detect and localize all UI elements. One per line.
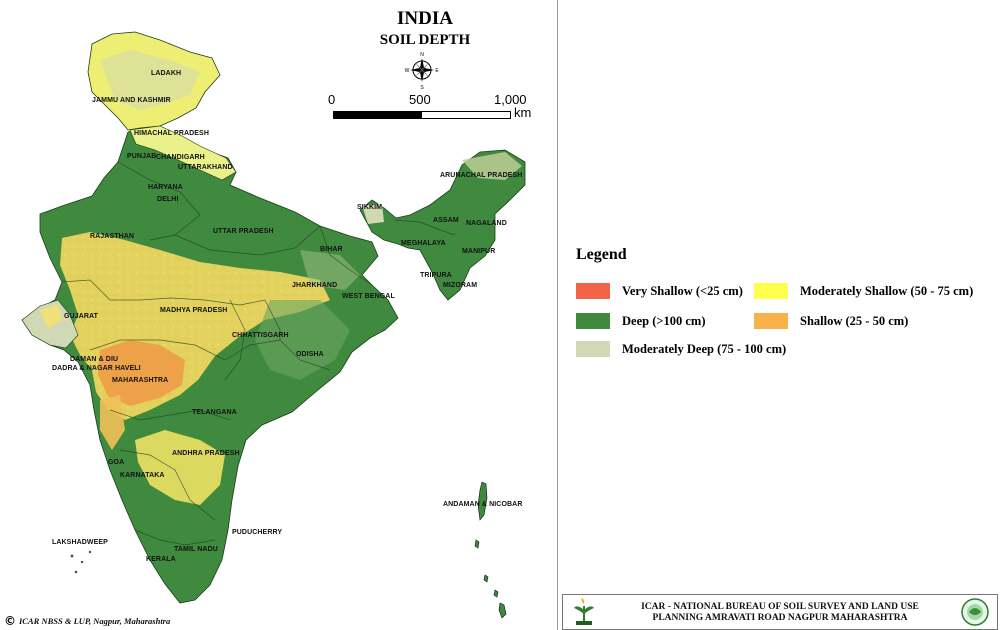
copyright-icon: © bbox=[4, 614, 16, 628]
north-arrow-icon: N S E W bbox=[405, 52, 440, 90]
legend-item: Very Shallow (<25 cm) bbox=[576, 283, 743, 299]
state-label: ODISHA bbox=[296, 351, 324, 358]
state-label: GOA bbox=[108, 459, 125, 466]
legend-item: Shallow (25 - 50 cm) bbox=[754, 313, 908, 329]
legend-swatch bbox=[754, 313, 788, 329]
state-label: MADHYA PRADESH bbox=[160, 307, 228, 314]
copyright-note: © ICAR NBSS & LUP, Nagpur, Maharashtra bbox=[4, 614, 170, 628]
state-label: TRIPURA bbox=[420, 272, 452, 279]
state-label: TELANGANA bbox=[192, 409, 237, 416]
legend-label: Moderately Deep (75 - 100 cm) bbox=[622, 341, 787, 356]
legend-label: Deep (>100 cm) bbox=[622, 313, 706, 328]
compass-w: W bbox=[405, 68, 410, 74]
footer-line-1: ICAR - NATIONAL BUREAU OF SOIL SURVEY AN… bbox=[641, 602, 919, 612]
map-panel: INDIA SOIL DEPTH N S E W 0 500 1,000 km … bbox=[4, 8, 532, 628]
scale-bar bbox=[333, 111, 511, 119]
legend-label: Very Shallow (<25 cm) bbox=[622, 283, 743, 298]
state-label: DELHI bbox=[157, 196, 179, 203]
state-label: DAMAN & DIU bbox=[70, 356, 119, 363]
state-label: DADRA & NAGAR HAVELI bbox=[52, 365, 141, 372]
state-label: MIZORAM bbox=[443, 282, 478, 289]
state-label: ANDAMAN & NICOBAR bbox=[443, 501, 523, 508]
legend-item: Moderately Shallow (50 - 75 cm) bbox=[754, 283, 973, 299]
scale-label-1000: 1,000 bbox=[494, 92, 527, 107]
legend-title: Legend bbox=[576, 246, 627, 263]
state-label: LAKSHADWEEP bbox=[52, 539, 108, 546]
map-subtitle: SOIL DEPTH bbox=[379, 32, 471, 48]
india-soil-depth-map bbox=[21, 31, 526, 619]
state-label: BIHAR bbox=[320, 246, 343, 253]
state-label: JAMMU AND KASHMIR bbox=[92, 97, 171, 104]
legend-swatch bbox=[576, 341, 610, 357]
himalayan-foothills bbox=[129, 125, 237, 181]
state-label: LADAKH bbox=[151, 70, 182, 77]
icar-logo-icon bbox=[574, 598, 594, 625]
legend-label: Shallow (25 - 50 cm) bbox=[800, 313, 909, 328]
compass-s: S bbox=[420, 85, 424, 90]
legend-label: Moderately Shallow (50 - 75 cm) bbox=[800, 283, 974, 298]
state-label: CHHATTISGARH bbox=[232, 332, 289, 339]
footer-line-2: PLANNING AMRAVATI ROAD NAGPUR MAHARASHTR… bbox=[652, 613, 908, 623]
state-label: TAMIL NADU bbox=[174, 546, 218, 553]
legend-item: Deep (>100 cm) bbox=[576, 313, 705, 329]
andaman-nicobar-islands bbox=[474, 481, 507, 619]
state-label: MAHARASHTRA bbox=[112, 377, 169, 384]
nbss-seal-icon bbox=[961, 598, 989, 626]
southern-yellow bbox=[135, 430, 225, 505]
copyright-text: ICAR NBSS & LUP, Nagpur, Maharashtra bbox=[19, 616, 171, 626]
state-label: ASSAM bbox=[433, 217, 459, 224]
state-label: WEST BENGAL bbox=[342, 293, 395, 300]
legend-item: Moderately Deep (75 - 100 cm) bbox=[576, 341, 786, 357]
compass-e: E bbox=[435, 68, 439, 74]
compass-n: N bbox=[420, 52, 424, 58]
northeast-region bbox=[359, 149, 526, 301]
legend-swatch bbox=[576, 283, 610, 299]
state-label: GUJARAT bbox=[64, 313, 99, 320]
state-label: KERALA bbox=[146, 556, 176, 563]
state-label: UTTARAKHAND bbox=[178, 164, 233, 171]
lakshadweep-islands bbox=[70, 550, 92, 574]
state-label: PUDUCHERRY bbox=[232, 529, 283, 536]
state-label: RAJASTHAN bbox=[90, 233, 135, 240]
state-label: ARUNACHAL PRADESH bbox=[440, 172, 523, 179]
state-label: KARNATAKA bbox=[120, 472, 165, 479]
state-label: HIMACHAL PRADESH bbox=[134, 130, 209, 137]
state-label: NAGALAND bbox=[466, 220, 507, 227]
scale-label-500: 500 bbox=[409, 92, 431, 107]
legend-swatch bbox=[754, 283, 788, 299]
state-label: ANDHRA PRADESH bbox=[172, 450, 240, 457]
state-label: PUNJAB bbox=[127, 153, 157, 160]
state-boundaries bbox=[61, 161, 456, 546]
map-title: INDIA bbox=[397, 8, 453, 29]
state-label: MANIPUR bbox=[462, 248, 496, 255]
state-label: CHANDIGARH bbox=[156, 154, 205, 161]
panel-divider bbox=[557, 0, 558, 630]
state-label: JHARKHAND bbox=[292, 282, 338, 289]
state-label: SIKKIM bbox=[357, 204, 383, 211]
state-label: HARYANA bbox=[148, 184, 183, 191]
scale-label-0: 0 bbox=[328, 92, 336, 107]
scale-unit: km bbox=[514, 105, 532, 120]
state-label: UTTAR PRADESH bbox=[213, 228, 274, 235]
institution-footer: ICAR - NATIONAL BUREAU OF SOIL SURVEY AN… bbox=[562, 594, 998, 630]
state-label: MEGHALAYA bbox=[401, 240, 446, 247]
legend-swatch bbox=[576, 313, 610, 329]
deccan-shallow bbox=[98, 340, 185, 406]
